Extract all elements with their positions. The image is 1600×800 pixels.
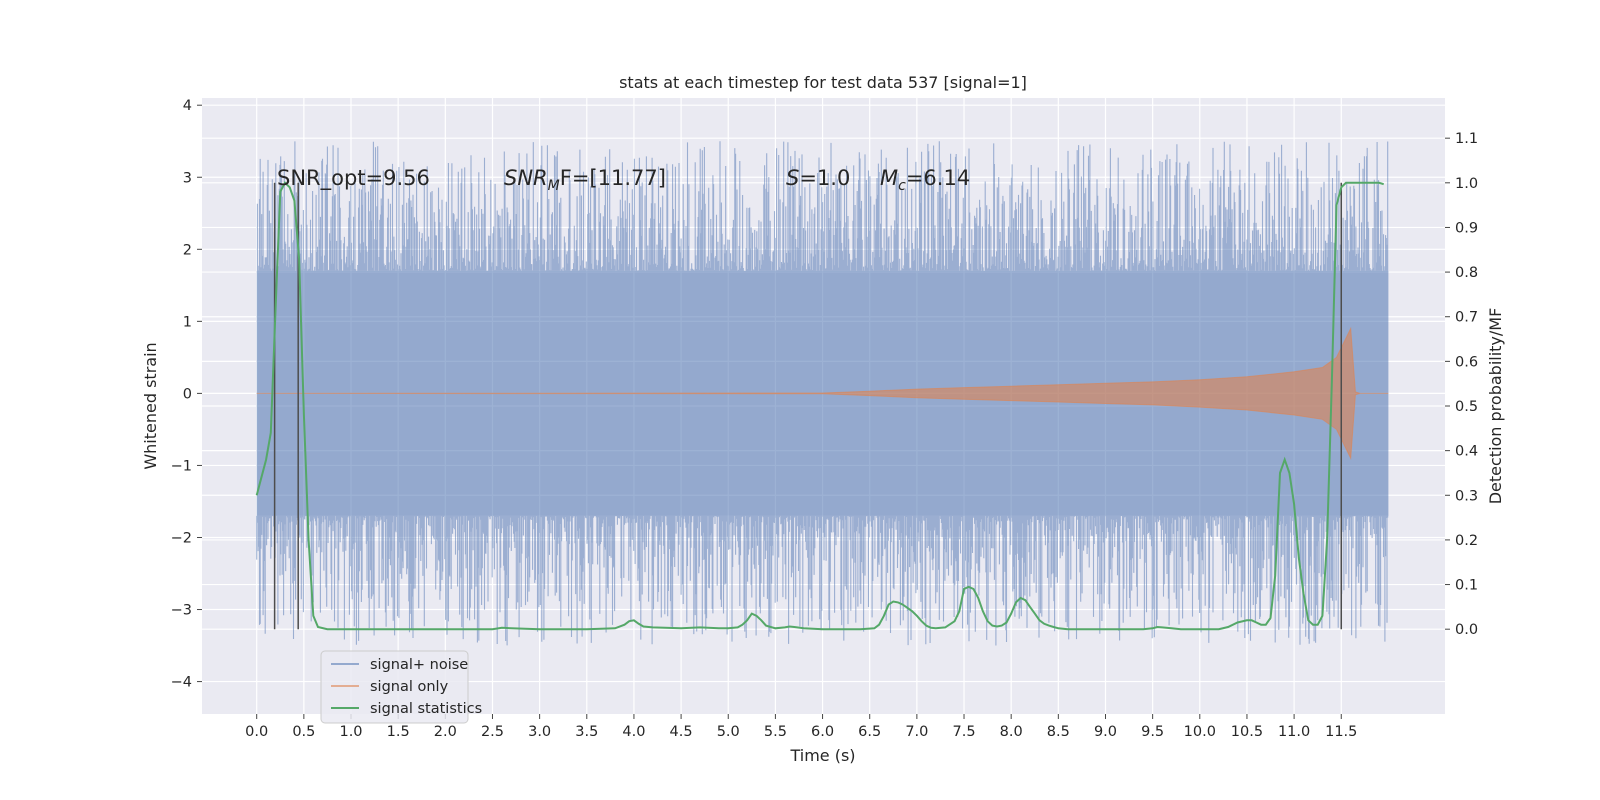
y-left-tick-label: −3	[171, 603, 192, 619]
annotation-s-var: S	[786, 166, 799, 190]
x-tick-label: 5.0	[717, 724, 740, 740]
y-left-tick-labels: −4 −3 −2 −1 0 1 2 3 4	[171, 98, 202, 691]
y-right-tick-label: 0.9	[1455, 220, 1478, 236]
annotation-mc-var: M	[880, 166, 898, 190]
y-right-tick-label: 1.1	[1455, 131, 1478, 147]
x-tick-label: 11.5	[1325, 724, 1357, 740]
signal-series	[256, 326, 1389, 461]
y-right-tick-labels: 0.0 0.1 0.2 0.3 0.4 0.5 0.6 0.7 0.8 0.9 1.0 1.1	[1445, 131, 1478, 638]
annotation-mc: Mc=6.14	[880, 166, 970, 194]
x-tick-label: 9.5	[1141, 724, 1164, 740]
x-tick-label: 10.0	[1184, 724, 1216, 740]
legend: signal+ noise signal only signal statist…	[320, 650, 482, 724]
y-right-tick-label: 0.0	[1455, 622, 1478, 638]
y-left-tick-label: −1	[171, 458, 192, 474]
y-right-tick-label: 0.8	[1455, 265, 1478, 281]
x-tick-label: 7.5	[952, 724, 975, 740]
y-right-axis-label: Detection probability/MF	[1486, 308, 1505, 505]
y-left-tick-label: 0	[183, 386, 192, 402]
x-tick-label: 4.5	[670, 724, 693, 740]
x-tick-label: 8.5	[1047, 724, 1070, 740]
annotation-s: S=1.0	[786, 166, 850, 190]
annotation-mc-rest: =6.14	[906, 166, 970, 190]
x-tick-label: 1.0	[339, 724, 362, 740]
y-right-tick-label: 0.4	[1455, 444, 1478, 460]
x-axis-label: Time (s)	[789, 746, 855, 765]
signal-envelope	[256, 326, 1389, 461]
x-tick-label: 1.5	[387, 724, 410, 740]
x-tick-label: 5.5	[764, 724, 787, 740]
statistics-series	[255, 181, 1384, 631]
x-tick-label: 8.0	[1000, 724, 1023, 740]
annotation-snr-mf-var: SNR	[504, 166, 548, 190]
y-right-tick-label: 0.2	[1455, 533, 1478, 549]
annotation-s-rest: =1.0	[799, 166, 850, 190]
y-right-tick-label: 0.5	[1455, 399, 1478, 415]
x-tick-label: 2.0	[434, 724, 457, 740]
y-left-tick-label: −4	[171, 675, 192, 691]
annotation-snr-opt: SNR_opt=9.56	[277, 166, 430, 191]
x-tick-label: 0.0	[245, 724, 268, 740]
x-tick-label: 10.5	[1231, 724, 1263, 740]
x-tick-labels: 0.0 0.5 1.0 1.5 2.0 2.5 3.0 3.5 4.0 4.5 5.0 5.5 6.0 6…	[245, 714, 1357, 740]
x-tick-label: 9.0	[1094, 724, 1117, 740]
y-left-tick-label: 2	[183, 242, 192, 258]
x-tick-label: 7.0	[905, 724, 928, 740]
legend-label-signal: signal only	[370, 679, 449, 695]
annotation-snr-mf: SNRMF=[11.77]	[504, 166, 666, 194]
statistics-line	[255, 181, 1384, 631]
legend-label-noise: signal+ noise	[370, 657, 468, 673]
x-tick-label: 6.5	[858, 724, 881, 740]
annotation-snr-mf-sub: M	[548, 178, 560, 194]
legend-label-statistics: signal statistics	[370, 701, 482, 717]
y-left-tick-label: 4	[183, 98, 192, 114]
annotation-snr-mf-rest: F=[11.77]	[560, 166, 666, 190]
x-tick-label: 3.0	[528, 724, 551, 740]
y-right-tick-label: 0.6	[1455, 354, 1478, 370]
x-tick-label: 6.0	[811, 724, 834, 740]
chart-title: stats at each timestep for test data 537…	[619, 73, 1027, 92]
x-tick-label: 2.5	[481, 724, 504, 740]
x-tick-label: 4.0	[622, 724, 645, 740]
x-tick-label: 3.5	[575, 724, 598, 740]
y-left-tick-label: 1	[183, 314, 192, 330]
x-tick-label: 0.5	[292, 724, 315, 740]
y-right-tick-label: 0.3	[1455, 488, 1478, 504]
y-left-tick-label: 3	[183, 170, 192, 186]
y-right-tick-label: 1.0	[1455, 176, 1478, 192]
y-right-tick-label: 0.1	[1455, 578, 1478, 594]
annotation-mc-sub: c	[898, 178, 906, 194]
x-tick-label: 11.0	[1278, 724, 1310, 740]
y-right-tick-label: 0.7	[1455, 310, 1478, 326]
legend-box	[320, 650, 469, 724]
y-left-axis-label: Whitened strain	[141, 342, 160, 469]
y-left-tick-label: −2	[171, 530, 192, 546]
